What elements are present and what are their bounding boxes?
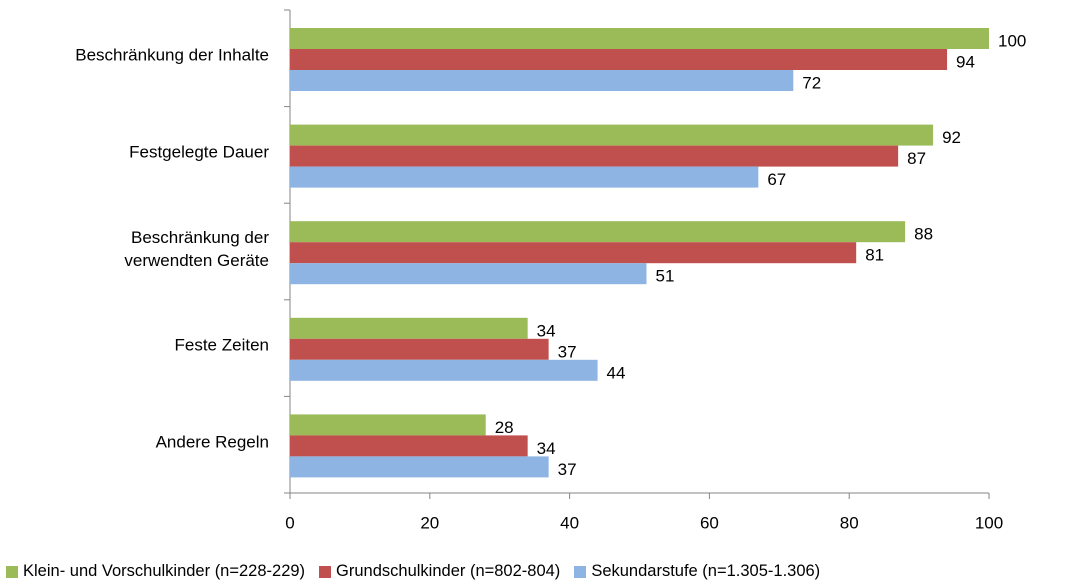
value-label: 51 [655, 267, 674, 286]
y-tick-label: Feste Zeiten [174, 335, 270, 355]
value-label: 28 [495, 418, 514, 437]
value-label: 100 [998, 31, 1026, 50]
bar [290, 28, 989, 49]
x-tick-label: 0 [285, 513, 294, 532]
legend-swatch [319, 565, 332, 578]
x-tick-label: 80 [840, 513, 859, 532]
bar [290, 456, 549, 478]
bar [290, 338, 549, 360]
value-label: 37 [558, 460, 577, 479]
bar [290, 166, 759, 188]
bar [290, 317, 528, 339]
bar [290, 221, 906, 243]
value-label: 72 [802, 73, 821, 92]
bar [290, 359, 598, 381]
legend-item: Klein- und Vorschulkinder (n=228-229) [6, 562, 305, 581]
value-label: 92 [942, 128, 961, 147]
y-tick-label: Festgelegte Dauer [129, 142, 269, 162]
value-label: 34 [537, 321, 556, 340]
value-label: 37 [558, 342, 577, 361]
value-label: 81 [865, 246, 884, 265]
value-label: 87 [907, 149, 926, 168]
legend-item: Sekundarstufe (n=1.305-1.306) [574, 562, 820, 581]
bar [290, 242, 857, 264]
value-label: 67 [767, 170, 786, 189]
x-tick-label: 20 [420, 513, 439, 532]
value-label: 44 [607, 363, 626, 382]
x-tick-label: 40 [560, 513, 579, 532]
y-tick-label: Beschränkung der verwendten Geräte [124, 227, 269, 270]
x-tick-label: 100 [975, 513, 1003, 532]
legend-label: Klein- und Vorschulkinder (n=228-229) [23, 562, 306, 580]
legend-swatch [6, 565, 18, 578]
y-tick-label: Andere Regeln [155, 432, 269, 452]
value-label: 34 [537, 439, 556, 458]
bar [290, 414, 486, 436]
legend-swatch [574, 565, 587, 578]
bar [290, 124, 934, 146]
bar [290, 435, 528, 457]
value-label: 94 [956, 52, 975, 71]
bar [290, 263, 647, 285]
legend-label: Grundschulkinder (n=802-804) [336, 562, 561, 580]
x-tick-label: 60 [700, 513, 719, 532]
legend-label: Sekundarstufe (n=1.305-1.306) [591, 562, 821, 580]
bar [290, 145, 899, 167]
legend: Klein- und Vorschulkinder (n=228-229) Gru… [6, 562, 820, 581]
y-tick-label: Beschränkung der Inhalte [75, 45, 269, 65]
value-label: 88 [914, 225, 933, 244]
bar [290, 49, 948, 70]
legend-item: Grundschulkinder (n=802-804) [319, 562, 560, 581]
bar [290, 70, 794, 91]
